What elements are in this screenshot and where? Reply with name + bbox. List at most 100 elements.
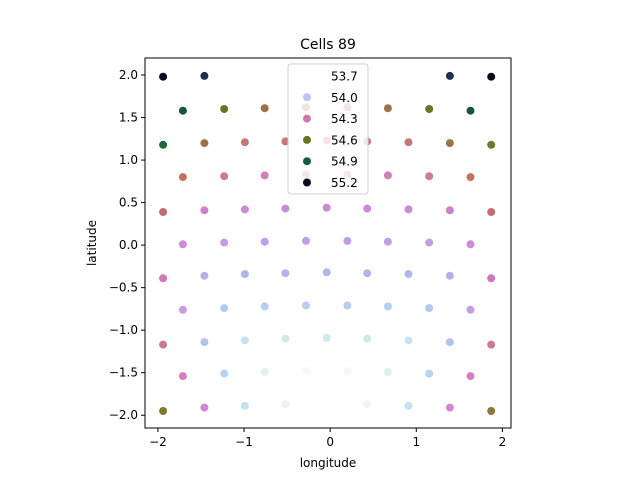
data-point <box>159 140 168 149</box>
data-point <box>445 71 454 80</box>
x-tick-label: 2 <box>499 435 507 449</box>
x-tick-label: −1 <box>235 435 253 449</box>
data-point <box>178 372 187 381</box>
data-point <box>343 367 352 375</box>
data-point <box>363 269 372 278</box>
data-point <box>322 203 331 212</box>
data-point <box>466 305 475 314</box>
data-point <box>200 71 209 80</box>
y-tick-label: 1.5 <box>119 111 138 125</box>
data-point <box>343 236 352 245</box>
data-point <box>302 301 310 310</box>
data-point <box>178 305 187 314</box>
data-point <box>487 340 496 349</box>
data-point <box>281 334 290 343</box>
data-point <box>260 171 269 180</box>
x-axis-label: longitude <box>300 456 357 470</box>
data-point <box>159 340 168 349</box>
y-axis-label: latitude <box>85 220 99 266</box>
data-point <box>404 138 413 147</box>
data-point <box>487 72 496 81</box>
data-point <box>383 171 392 180</box>
legend-frame <box>287 63 369 195</box>
data-point <box>220 238 229 247</box>
legend-label: 54.0 <box>331 91 358 105</box>
data-point <box>240 138 249 147</box>
legend-label: 55.2 <box>331 176 358 190</box>
data-point <box>445 338 454 347</box>
data-point <box>178 240 187 249</box>
legend-label: 54.9 <box>331 155 358 169</box>
data-point <box>240 401 249 410</box>
data-point <box>220 304 229 313</box>
legend: 53.7 54.0 54.3 54.6 54.9 55.2 <box>287 63 369 195</box>
data-point <box>322 268 331 277</box>
data-point <box>281 269 290 278</box>
data-point <box>159 407 168 415</box>
data-point <box>322 399 331 408</box>
x-tick-label: 1 <box>412 435 420 449</box>
data-point <box>200 139 209 148</box>
data-point <box>404 270 413 278</box>
data-point <box>159 72 168 81</box>
data-point <box>159 274 168 283</box>
data-point <box>363 400 372 409</box>
data-point <box>363 204 372 213</box>
data-point <box>445 271 454 280</box>
data-point <box>260 237 269 246</box>
data-point <box>383 104 392 113</box>
data-point <box>487 407 496 415</box>
data-point <box>281 400 290 409</box>
y-axis: −2.0 −1.5 −1.0 −0.5 0.0 0.5 1.0 1.5 2.0 <box>109 68 145 422</box>
data-point <box>404 336 413 345</box>
y-tick-label: −2.0 <box>109 408 138 422</box>
data-point <box>383 302 392 311</box>
legend-marker <box>303 157 311 166</box>
data-point <box>260 367 269 376</box>
legend-label: 54.6 <box>331 133 358 147</box>
data-point <box>200 206 209 215</box>
data-point <box>404 401 413 410</box>
x-tick-label: −2 <box>149 435 167 449</box>
chart-title: Cells 89 <box>300 37 356 53</box>
data-point <box>466 173 475 182</box>
data-point <box>425 304 434 313</box>
legend-marker <box>303 114 311 123</box>
data-point <box>240 270 249 278</box>
plot-frame <box>144 57 512 429</box>
x-tick-label: 0 <box>326 435 334 449</box>
y-tick-label: 0.5 <box>119 196 138 210</box>
x-axis: −2 −1 0 1 2 <box>149 428 506 449</box>
data-point <box>383 237 392 246</box>
data-point <box>466 106 475 115</box>
data-point <box>220 369 229 378</box>
y-tick-label: −1.5 <box>109 366 138 380</box>
data-point <box>200 403 209 412</box>
data-point <box>404 205 413 214</box>
data-point <box>445 139 454 148</box>
data-point <box>281 137 290 146</box>
legend-marker <box>303 93 311 102</box>
legend-label: 53.7 <box>331 70 358 84</box>
legend-marker <box>303 72 311 80</box>
data-point <box>240 336 249 345</box>
y-tick-label: −0.5 <box>109 281 138 295</box>
data-point <box>220 105 229 113</box>
data-point <box>260 104 269 113</box>
data-point <box>322 333 331 342</box>
data-point <box>178 106 187 115</box>
y-tick-label: 1.0 <box>119 153 138 167</box>
legend-marker <box>303 135 311 144</box>
data-point <box>363 334 372 343</box>
data-point <box>302 367 310 375</box>
y-tick-label: −1.0 <box>109 323 138 337</box>
data-point <box>200 338 209 347</box>
data-point <box>159 208 168 216</box>
data-point <box>281 204 290 213</box>
data-point <box>178 173 187 182</box>
data-point <box>466 372 475 381</box>
data-point <box>220 172 229 181</box>
data-point <box>466 240 475 249</box>
data-point <box>343 301 352 310</box>
